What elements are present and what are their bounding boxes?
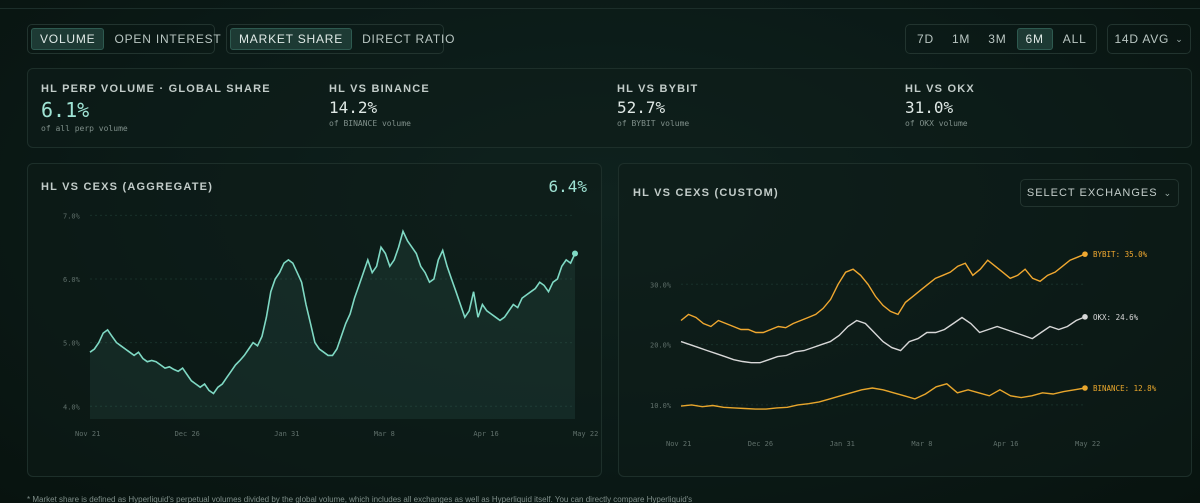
y-tick-label: 7.0% <box>63 212 81 220</box>
x-tick-label: May 22 <box>1075 440 1100 448</box>
binance-series-line <box>680 383 1086 410</box>
y-tick-label: 20.0% <box>650 342 672 350</box>
y-tick-label: 6.0% <box>63 276 81 284</box>
okx-series-line <box>680 316 1086 364</box>
avg-dropdown[interactable]: 14D AVG ⌄ <box>1107 24 1191 54</box>
stat-label: HL VS BINANCE <box>329 83 430 95</box>
top-divider <box>0 8 1200 9</box>
tab-range-all[interactable]: ALL <box>1062 32 1087 46</box>
tab-range-3m[interactable]: 3M <box>988 32 1007 46</box>
x-tick-label: Apr 16 <box>993 440 1018 448</box>
stat-label: HL VS BYBIT <box>617 83 699 95</box>
tab-range-7d[interactable]: 7D <box>917 32 934 46</box>
stat-sub: of all perp volume <box>41 124 128 133</box>
aggregate-chart: 4.0% 5.0% 6.0% 7.0% Nov 21 Dec 26 Jan 31 Mar 8 A… <box>63 212 598 438</box>
series-line <box>89 229 576 395</box>
range-toggle: 7D 1M 3M 6M ALL <box>905 24 1097 54</box>
stat-value: 31.0% <box>905 98 954 117</box>
bybit-end-point <box>1082 251 1088 257</box>
tab-open-interest[interactable]: OPEN INTEREST <box>114 32 222 46</box>
y-tick-label: 5.0% <box>63 340 81 348</box>
custom-chart: 10.0% 20.0% 30.0% Nov 21 Dec 26 Jan 31 Mar 8 Ap… <box>650 250 1157 448</box>
stat-label: HL PERP VOLUME · GLOBAL SHARE <box>41 83 271 95</box>
stat-vs-binance: HL VS BINANCE 14.2% of BINANCE volume <box>329 83 430 128</box>
stats-strip: HL PERP VOLUME · GLOBAL SHARE 6.1% of al… <box>27 68 1192 148</box>
stat-vs-bybit: HL VS BYBIT 52.7% of BYBIT volume <box>617 83 698 128</box>
y-tick-label: 4.0% <box>63 403 81 411</box>
chevron-down-icon: ⌄ <box>1163 187 1173 198</box>
x-tick-label: Jan 31 <box>274 430 299 438</box>
x-tick-label: May 22 <box>573 430 598 438</box>
tab-range-6m[interactable]: 6M <box>1016 28 1053 50</box>
x-tick-label: Dec 26 <box>748 440 773 448</box>
mode-toggle: MARKET SHARE DIRECT RATIO <box>226 24 454 54</box>
bybit-end-label: BYBIT: 35.0% <box>1093 250 1148 259</box>
end-point <box>572 250 578 257</box>
tab-market-share[interactable]: MARKET SHARE <box>230 28 353 50</box>
avg-dropdown-label: 14D AVG <box>1114 32 1170 46</box>
okx-end-point <box>1082 314 1088 320</box>
x-tick-label: Jan 31 <box>830 440 855 448</box>
stat-vs-okx: HL VS OKX 31.0% of OKX volume <box>905 83 975 128</box>
x-tick-label: Nov 21 <box>75 430 100 438</box>
tab-volume[interactable]: VOLUME <box>31 28 105 50</box>
stat-value: 14.2% <box>329 98 378 117</box>
panel-title: HL VS CEXS (CUSTOM) <box>633 187 779 199</box>
x-tick-label: Dec 26 <box>175 430 200 438</box>
area-fill <box>90 231 575 419</box>
stat-sub: of BYBIT volume <box>617 119 690 128</box>
select-exchanges-label: SELECT EXCHANGES <box>1026 187 1158 199</box>
stat-label: HL VS OKX <box>905 83 975 95</box>
x-tick-label: Nov 21 <box>666 440 691 448</box>
tab-range-1m[interactable]: 1M <box>951 32 971 46</box>
stat-global-share: HL PERP VOLUME · GLOBAL SHARE 6.1% of al… <box>41 83 271 133</box>
select-exchanges-button[interactable]: SELECT EXCHANGES ⌄ <box>1020 179 1179 207</box>
chevron-down-icon: ⌄ <box>1175 33 1184 44</box>
binance-end-point <box>1082 385 1088 391</box>
y-tick-label: 30.0% <box>650 281 672 289</box>
stat-value: 52.7% <box>617 98 666 117</box>
metric-toggle: VOLUME OPEN INTEREST <box>27 24 221 54</box>
stat-value: 6.1% <box>41 98 90 122</box>
tab-direct-ratio[interactable]: DIRECT RATIO <box>362 32 456 46</box>
panel-title: HL VS CEXS (AGGREGATE) <box>41 181 214 193</box>
custom-chart-panel: HL VS CEXS (CUSTOM) SELECT EXCHANGES ⌄ 1… <box>618 163 1192 477</box>
aggregate-chart-panel: HL VS CEXS (AGGREGATE) 6.4% 4.0% 5.0% 6.0%… <box>27 163 602 477</box>
stat-sub: of OKX volume <box>905 119 968 128</box>
x-tick-label: Mar 8 <box>374 430 395 438</box>
okx-end-label: OKX: 24.6% <box>1093 313 1139 322</box>
bybit-series-line <box>680 253 1086 334</box>
binance-end-label: BINANCE: 12.8% <box>1093 384 1157 393</box>
y-tick-label: 10.0% <box>650 402 672 410</box>
aggregate-current-value: 6.4% <box>548 177 587 196</box>
x-tick-label: Mar 8 <box>911 440 932 448</box>
footnote: * Market share is defined as Hyperliquid… <box>27 495 693 503</box>
stat-sub: of BINANCE volume <box>329 119 411 128</box>
x-tick-label: Apr 16 <box>473 430 498 438</box>
